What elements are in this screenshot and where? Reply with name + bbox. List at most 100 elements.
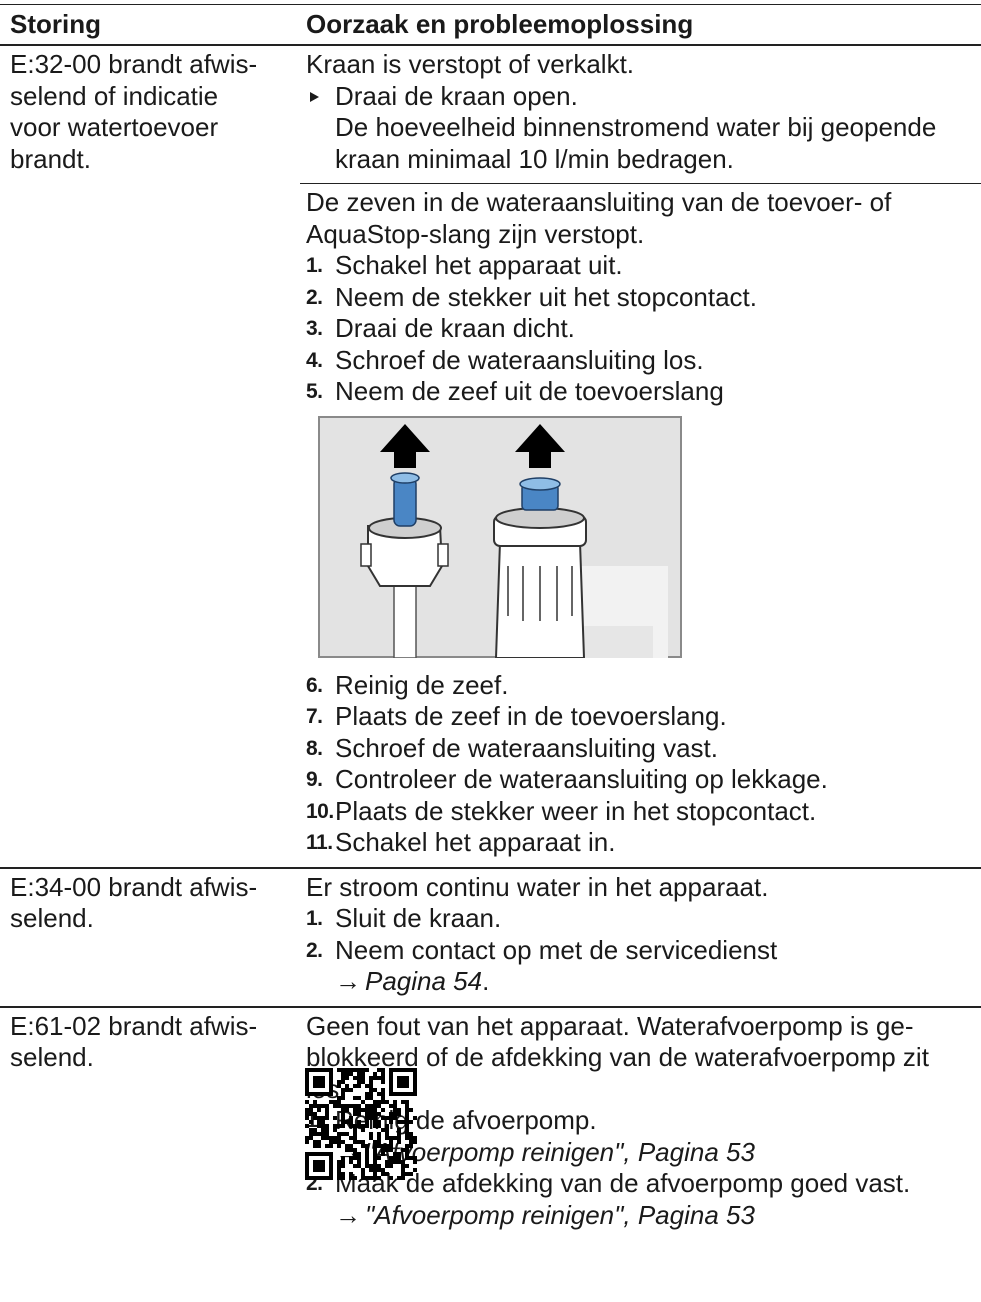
step-text: Neem de stekker uit het stopcontact.: [335, 281, 757, 312]
qr-module: [357, 1160, 361, 1164]
table-body: E:32-00 brandt afwis-selend of indicatie…: [0, 46, 981, 1239]
qr-module: [413, 1140, 417, 1144]
qr-module: [361, 1076, 365, 1080]
qr-module: [317, 1120, 321, 1124]
qr-module: [381, 1072, 385, 1076]
step-body: Controleer de wateraansluiting op lekkag…: [335, 764, 828, 796]
qr-module: [325, 1104, 329, 1108]
qr-module: [309, 1120, 313, 1124]
qr-module: [373, 1148, 377, 1152]
qr-module: [393, 1116, 397, 1120]
qr-module: [341, 1096, 345, 1100]
qr-module: [365, 1152, 369, 1156]
qr-module: [377, 1104, 381, 1108]
step-number: 3.: [306, 317, 323, 340]
qr-module: [365, 1144, 369, 1148]
step-number: 6.: [306, 673, 323, 697]
qr-module: [349, 1176, 353, 1180]
qr-module: [405, 1148, 409, 1152]
qr-module: [337, 1172, 341, 1176]
qr-module: [325, 1124, 329, 1128]
qr-module: [357, 1072, 361, 1076]
qr-module: [393, 1100, 397, 1104]
qr-module: [341, 1172, 345, 1176]
qr-module: [365, 1108, 369, 1112]
qr-module: [325, 1112, 329, 1116]
qr-module: [369, 1168, 373, 1172]
qr-module: [401, 1164, 405, 1168]
qr-module: [365, 1164, 369, 1168]
qr-module: [357, 1120, 361, 1124]
qr-module: [373, 1104, 377, 1108]
qr-module: [357, 1084, 361, 1088]
qr-module: [389, 1140, 393, 1144]
qr-module: [305, 1100, 309, 1104]
fault-text: voor watertoevoer: [10, 112, 219, 142]
qr-module: [405, 1108, 409, 1112]
step: 2. Neem contact op met de servicedienst → P…: [306, 935, 981, 998]
qr-module: [369, 1136, 373, 1140]
step-body: Draai de kraan open.: [335, 81, 578, 113]
qr-module: [341, 1156, 345, 1160]
qr-module: [401, 1160, 405, 1164]
punctuation: .: [482, 966, 490, 996]
qr-module: [313, 1128, 317, 1132]
cause-text: Kraan is verstopt of verkalkt.: [306, 49, 635, 79]
qr-module: [377, 1168, 381, 1172]
table-row: E:34-00 brandt afwis-selend. Er stroom co…: [0, 866, 981, 1006]
step-text: Schakel het apparaat in.: [335, 827, 616, 857]
qr-module: [329, 1100, 333, 1104]
qr-module: [357, 1124, 361, 1128]
qr-module: [405, 1116, 409, 1120]
qr-module: [385, 1164, 389, 1168]
qr-module: [405, 1132, 409, 1136]
qr-module: [337, 1160, 341, 1164]
qr-module: [321, 1132, 325, 1136]
qr-module: [345, 1108, 349, 1112]
qr-module: [357, 1080, 361, 1084]
qr-module: [305, 1136, 309, 1140]
qr-module: [373, 1076, 377, 1080]
qr-module: [373, 1164, 377, 1168]
filter-illustration: [318, 415, 682, 658]
qr-module: [349, 1160, 353, 1164]
step-body: Schakel het apparaat in.: [335, 827, 615, 859]
qr-module: [397, 1140, 401, 1144]
cause-text: blokkeerd of de afdekking van de wateraf…: [306, 1042, 929, 1072]
qr-module: [377, 1140, 381, 1144]
step-number: 9.: [306, 768, 323, 791]
step: 1. Schakel het apparaat uit.: [306, 250, 981, 282]
step: 3. Draai de kraan dicht.: [306, 313, 981, 345]
step: Draai de kraan open.: [306, 81, 981, 113]
step-number: 11.: [306, 831, 333, 854]
qr-module: [337, 1176, 341, 1180]
qr-module: [341, 1108, 345, 1112]
qr-module: [349, 1072, 353, 1076]
step-number: 10.: [306, 799, 334, 823]
qr-module: [405, 1164, 409, 1168]
qr-module: [385, 1128, 389, 1132]
qr-module: [341, 1176, 345, 1180]
qr-module: [365, 1068, 369, 1072]
qr-module: [373, 1112, 377, 1116]
qr-module: [361, 1100, 365, 1104]
qr-module: [373, 1100, 377, 1104]
qr-module: [333, 1128, 337, 1132]
qr-module: [377, 1136, 381, 1140]
arrow: →: [335, 966, 361, 996]
cause-text: Er stroom continu water in het apparaat.: [306, 871, 769, 902]
qr-module: [341, 1104, 345, 1108]
qr-module: [309, 1108, 313, 1112]
qr-module: [353, 1136, 357, 1140]
qr-module: [397, 1108, 401, 1112]
qr-module: [341, 1116, 345, 1120]
qr-module: [381, 1152, 385, 1156]
qr-module: [341, 1140, 345, 1144]
qr-module: [369, 1164, 373, 1168]
qr-module: [393, 1156, 397, 1160]
step-number: 2.: [306, 938, 323, 962]
qr-module: [365, 1084, 369, 1088]
qr-module: [357, 1152, 361, 1156]
qr-module: [313, 1100, 317, 1104]
step-body: Plaats de stekker weer in het stopcontac…: [335, 796, 816, 828]
